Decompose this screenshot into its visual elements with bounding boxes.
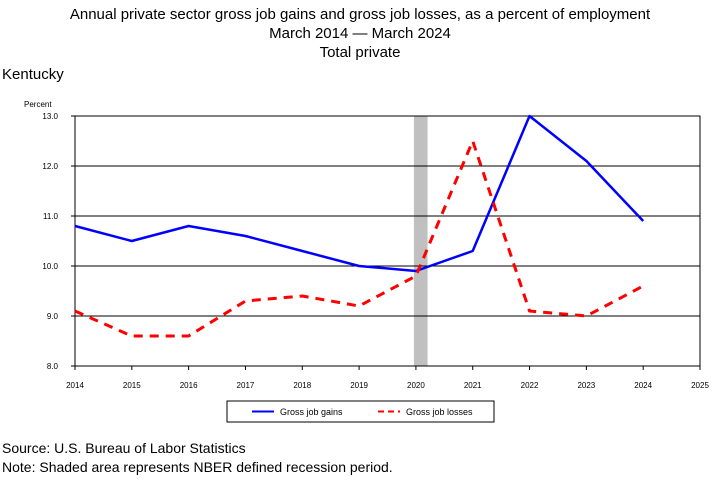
x-tick-label: 2021 — [464, 381, 482, 390]
x-tick-label: 2018 — [293, 381, 311, 390]
chart-series-title: Total private — [320, 44, 401, 61]
y-tick-label: 13.0 — [42, 112, 58, 121]
y-tick-label: 12.0 — [42, 162, 58, 171]
region-label: Kentucky — [2, 66, 64, 83]
x-tick-label: 2020 — [407, 381, 425, 390]
chart-subtitle: March 2014 — March 2024 — [269, 25, 451, 42]
y-tick-label: 9.0 — [47, 312, 59, 321]
legend-label-gross-job-losses: Gross job losses — [406, 407, 473, 417]
x-tick-label: 2017 — [237, 381, 255, 390]
x-tick-label: 2025 — [691, 381, 709, 390]
x-tick-label: 2014 — [66, 381, 84, 390]
series-line-gross-job-gains — [74, 114, 645, 273]
recession-shading — [413, 116, 428, 366]
x-tick-label: 2023 — [577, 381, 595, 390]
y-tick-label: 11.0 — [43, 212, 59, 221]
plot-area-frame — [74, 115, 701, 367]
y-tick-label: 8.0 — [47, 362, 59, 371]
x-tick-label: 2016 — [180, 381, 198, 390]
chart-title: Annual private sector gross job gains an… — [70, 6, 651, 23]
y-tick-label: 10.0 — [42, 262, 58, 271]
x-tick-label: 2019 — [350, 381, 368, 390]
x-tick-label: 2024 — [634, 381, 652, 390]
recession-note: Note: Shaded area represents NBER define… — [2, 459, 393, 475]
x-tick-label: 2015 — [123, 381, 141, 390]
legend-label-gross-job-gains: Gross job gains — [280, 407, 343, 417]
series-line-gross-job-losses — [74, 139, 644, 338]
source-note: Source: U.S. Bureau of Labor Statistics — [2, 440, 246, 456]
legend-box — [226, 400, 495, 423]
x-tick-label: 2022 — [521, 381, 539, 390]
y-axis-label: Percent — [24, 100, 52, 109]
legend: Gross job gains Gross job losses — [226, 400, 495, 423]
